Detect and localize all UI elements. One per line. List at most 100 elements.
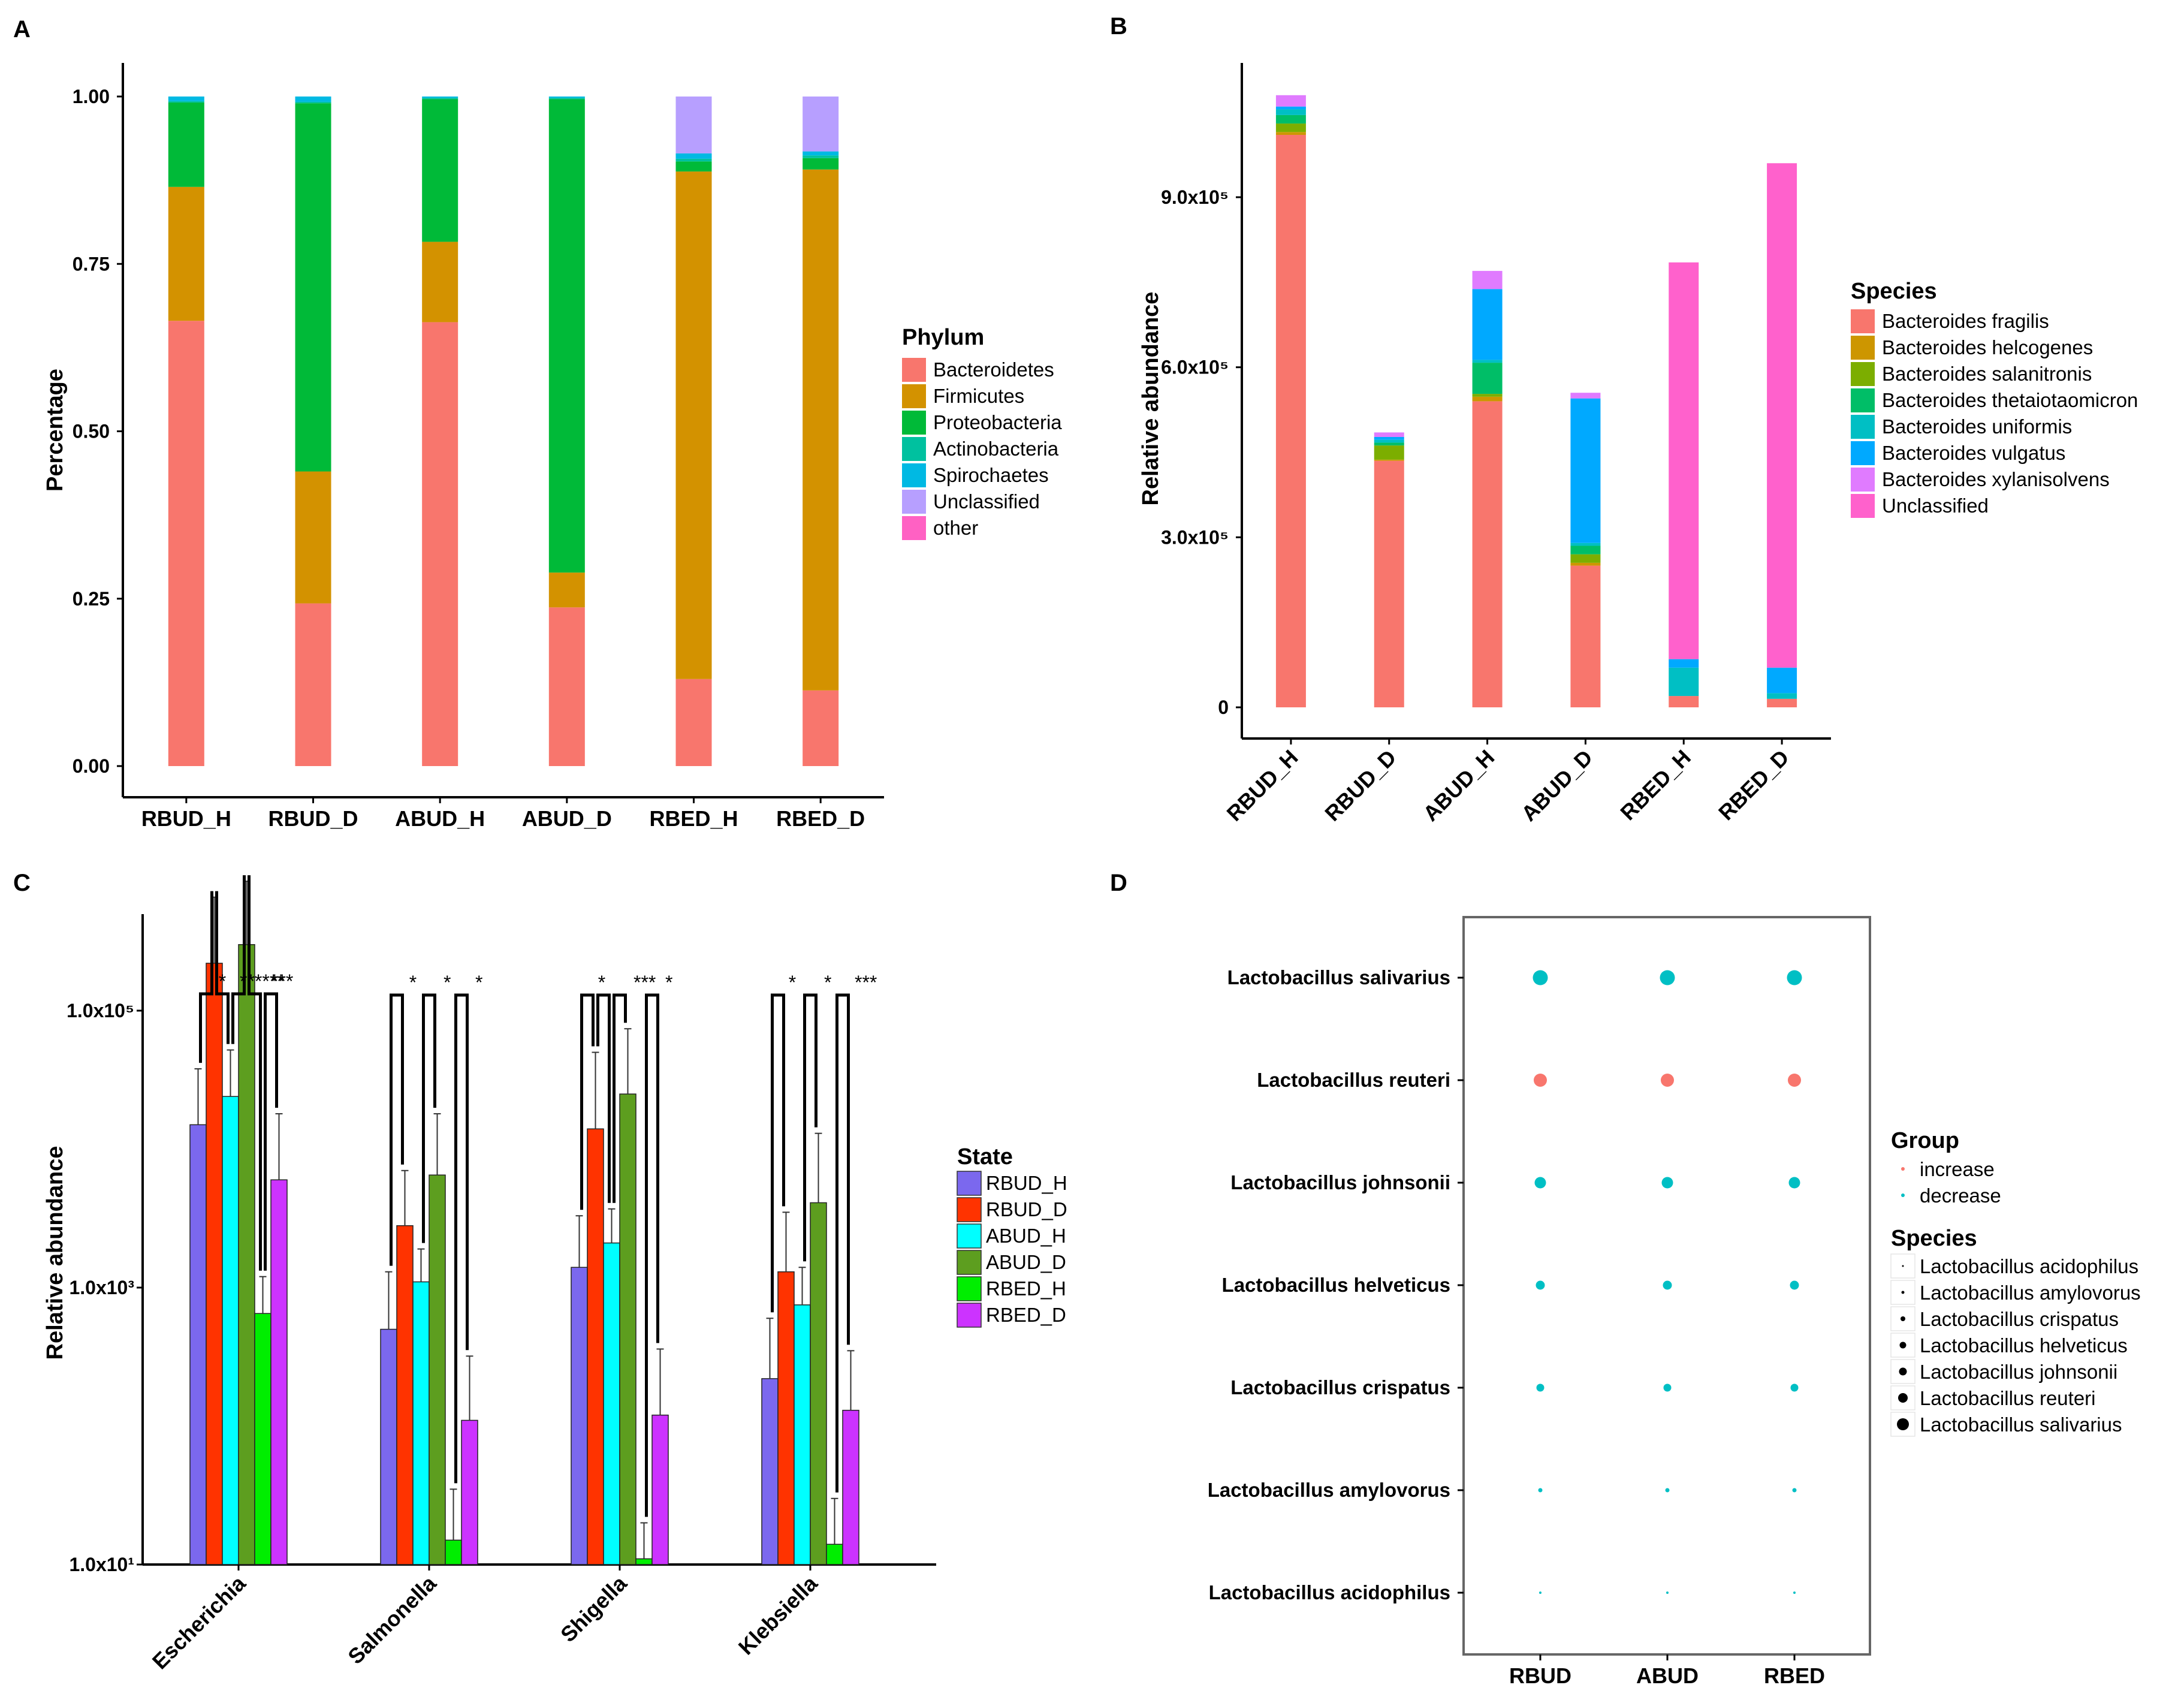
bar-segment-spirochaetes-abud-d [548,97,585,98]
species-legend-label-lactobacillus-amylovorus: Lactobacillus amylovorus [1920,1282,2141,1304]
bar-segment-bacteroides-fragilis-rbud-h [1275,134,1306,707]
bar-segment-bacteroides-helcogenes-rbud-h [1275,132,1306,135]
dot-lactobacillus-crispatus-rbud [1536,1383,1545,1392]
significance-bracket-shigella [580,993,595,1210]
x-tick-label-rbud-h: RBUD_H [1222,745,1303,826]
bar-segment-bacteroides-vulgatus-rbud-d [1374,436,1404,440]
bar-segment-proteobacteria-rbed-d [803,158,839,170]
bar-segment-bacteroides-uniformis-abud-d [1570,542,1601,546]
bar-segment-bacteroidetes-rbed-d [803,690,839,766]
bar-segment-bacteroides-vulgatus-rbud-h [1275,106,1306,110]
dot-lactobacillus-amylovorus-abud [1665,1488,1670,1493]
bar-segment-bacteroides-thetaiotaomicron-rbud-h [1275,114,1306,124]
species-legend-key-box [1890,1412,1915,1437]
significance-bracket-escherichia [199,891,213,1063]
significance-label-salmonella: * [409,972,417,993]
dot-lactobacillus-johnsonii-rbud [1534,1177,1546,1189]
bar-segment-bacteroides-vulgatus-abud-h [1472,289,1503,360]
dot-lactobacillus-salivarius-abud [1660,970,1675,985]
bar-segment-bacteroidetes-rbud-h [168,321,204,766]
bar-segment-bacteroides-fragilis-abud-h [1472,401,1503,707]
legend-label-rbed-h: RBED_H [986,1277,1066,1300]
bar-rbud-h-salmonella [380,1328,397,1565]
panel-d-lactobacillus-dotplot: Lactobacillus salivarius Lactobacillus re… [1208,916,2141,1688]
legend-label-bacteroidetes: Bacteroidetes [933,358,1054,381]
x-tick-label-escherichia: Escherichia [147,1571,251,1674]
y-tick-label: 1.0x10¹ [69,1554,134,1575]
row-label-lactobacillus-johnsonii: Lactobacillus johnsonii [1230,1171,1450,1193]
bar-segment-firmicutes-rbud-h [168,186,204,321]
bar-abud-d-shigella [619,1093,637,1565]
bar-segment-proteobacteria-abud-h [422,99,458,242]
legend-key-bacteroides-fragilis [1851,309,1875,333]
bar-segment-firmicutes-abud-d [548,572,585,608]
bar-segment-proteobacteria-rbud-d [295,103,331,472]
bar-segment-bacteroides-helcogenes-abud-d [1570,562,1601,566]
row-label-lactobacillus-reuteri: Lactobacillus reuteri [1257,1069,1450,1091]
x-tick-label-rbed-h: RBED_H [649,806,738,831]
y-tick-label: 6.0x10⁵ [1161,357,1229,378]
bar-rbed-h-shigella [635,1558,653,1565]
bar-abud-h-klebsiella [794,1304,811,1565]
species-legend-key-lactobacillus-helveticus [1899,1342,1907,1349]
x-tick-label-rbud-h: RBUD_H [141,806,231,831]
bar-segment-bacteroides-helcogenes-rbud-d [1374,459,1404,461]
significance-bracket-escherichia [248,875,262,1271]
y-tick-label: 0.75 [73,253,110,275]
bar-segment-bacteroides-fragilis-rbud-d [1374,460,1404,707]
bar-abud-d-escherichia [238,944,255,1565]
significance-bracket-salmonella [454,993,469,1484]
significance-bracket-shigella [596,993,611,1203]
species-legend-title: Species [1891,1226,1977,1251]
bar-rbed-d-shigella [651,1414,669,1565]
species-legend-key-lactobacillus-salivarius [1897,1418,1909,1430]
bar-rbud-d-shigella [587,1128,604,1565]
species-legend-key-lactobacillus-johnsonii [1899,1367,1907,1376]
dot-lactobacillus-amylovorus-rbud [1538,1488,1543,1493]
bar-rbud-d-escherichia [206,963,223,1565]
legend-title: State [957,1144,1013,1169]
legend-key-abud-h [957,1223,982,1249]
x-tick-label-rbed-d: RBED_D [776,806,865,831]
dot-lactobacillus-helveticus-rbed [1790,1280,1799,1290]
species-legend-label-lactobacillus-acidophilus: Lactobacillus acidophilus [1920,1255,2138,1277]
legend-key-rbud-d [957,1197,982,1222]
legend-title: Phylum [902,325,984,350]
bar-segment-proteobacteria-rbud-h [168,103,204,187]
bar-segment-bacteroides-xylanisolvens-rbud-d [1374,432,1404,437]
x-tick-label-rbud: RBUD [1509,1663,1571,1688]
x-tick-label-rbud-d: RBUD_D [268,806,358,831]
bar-segment-bacteroides-helcogenes-abud-h [1472,396,1503,402]
dot-lactobacillus-crispatus-abud [1663,1383,1672,1392]
legend-key-bacteroides-vulgatus [1851,441,1875,465]
significance-bracket-shigella [613,993,627,1203]
species-legend-key-lactobacillus-acidophilus [1902,1265,1904,1267]
significance-label-salmonella: * [444,972,451,993]
bar-segment-bacteroides-salanitronis-rbud-h [1275,123,1306,132]
bar-segment-bacteroides-salanitronis-abud-d [1570,554,1601,563]
bar-rbud-d-klebsiella [777,1271,795,1565]
legend-key-actinobacteria [902,437,926,461]
bar-segment-spirochaetes-abud-h [422,97,458,98]
bar-rbed-d-escherichia [270,1179,288,1565]
row-label-lactobacillus-amylovorus: Lactobacillus amylovorus [1208,1479,1450,1501]
legend-key-bacteroides-helcogenes [1851,336,1875,360]
significance-bracket-salmonella [422,993,436,1243]
dot-lactobacillus-johnsonii-rbed [1788,1177,1800,1189]
significance-bracket-klebsiella [835,993,850,1493]
legend-key-firmicutes [902,384,926,408]
legend-key-rbud-h [957,1171,982,1196]
legend-label-bacteroides-fragilis: Bacteroides fragilis [1882,310,2049,332]
panel-letter-a: A [13,16,31,43]
significance-label-klebsiella: * [824,972,831,993]
species-legend-key-lactobacillus-reuteri [1898,1393,1908,1403]
significance-bracket-klebsiella [803,993,818,1262]
bar-segment-bacteroides-vulgatus-rbed-h [1669,659,1699,668]
bar-segment-bacteroides-salanitronis-abud-h [1472,394,1503,397]
y-axis-title: Percentage [43,369,68,492]
y-tick-label: 1.0x10³ [69,1277,134,1298]
legend-label-actinobacteria: Actinobacteria [933,438,1059,460]
bar-segment-bacteroides-thetaiotaomicron-abud-d [1570,545,1601,554]
significance-label-shigella: * [598,972,605,993]
bar-segment-bacteroides-fragilis-rbed-d [1767,698,1797,707]
